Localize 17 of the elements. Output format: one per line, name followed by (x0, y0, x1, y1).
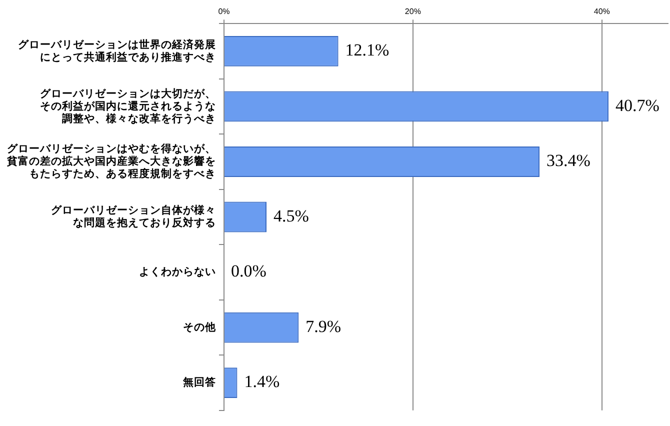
x-tick-label: 40% (594, 7, 610, 16)
x-tick-label: 0% (218, 7, 230, 16)
data-label: 12.1% (345, 40, 390, 60)
y-tick-label: グローバリゼーションはやむを得ないが、貧富の差の拡大や国内産業へ大きな影響をもたらすため、ある程度規制をすべき (6, 142, 216, 180)
data-label: 0.0% (231, 262, 266, 281)
data-label: 40.7% (615, 96, 660, 115)
data-label: 33.4% (546, 151, 590, 170)
x-tick-label: 20% (404, 7, 421, 16)
y-tick-label: その他 (183, 320, 217, 334)
y-tick-label: 無回答 (182, 376, 216, 389)
data-label: 1.4% (244, 372, 280, 392)
y-tick-label: グローバリゼーションは世界の経済発展にとって共通利益であり推進すべき (18, 38, 216, 64)
data-label: 7.9% (306, 316, 342, 336)
y-tick-label: グローバリゼーションは大切だが、その利益が国内に還元されるような調整や、様々な改革を行うべき (40, 86, 216, 125)
data-label: 4.5% (274, 206, 309, 226)
y-tick-label: グローバリゼーション自体が様々な問題を抱えており反対する (51, 204, 216, 230)
y-tick-label: よくわからない (139, 266, 216, 278)
